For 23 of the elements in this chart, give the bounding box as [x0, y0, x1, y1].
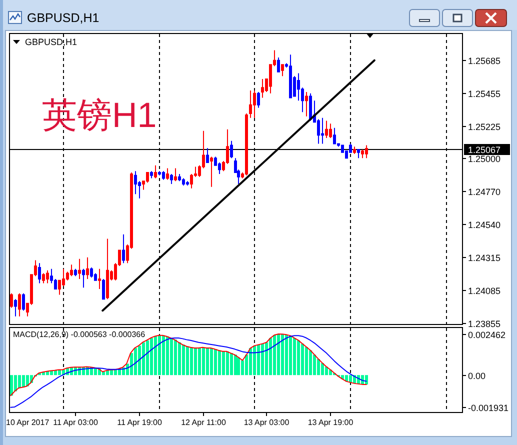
y-tick-label: 1.25000 — [468, 154, 501, 164]
chart-subtitle: GBPUSD,H1 — [25, 37, 78, 47]
y-tick-label: 1.25225 — [468, 122, 501, 132]
x-tick-label: 13 Apr 19:00 — [308, 418, 354, 427]
y-tick-label: -0.001931 — [468, 402, 509, 413]
y-tick-label: 1.24770 — [468, 186, 501, 197]
chart-title: GBPUSD,H1 — [27, 11, 100, 25]
x-tick-label: 13 Apr 03:00 — [244, 418, 290, 427]
y-tick-label: 1.23855 — [468, 318, 501, 329]
y-tick-label: 1.25685 — [468, 56, 501, 66]
y-tick-label: 1.25455 — [468, 88, 501, 99]
y-tick-label: 1.24085 — [468, 286, 501, 296]
x-tick-label: 11 Apr 03:00 — [53, 418, 98, 427]
y-tick-label: 1.24315 — [468, 252, 501, 263]
y-tick-label: 0.00 — [468, 370, 486, 381]
y-tick-label: 0.002462 — [468, 330, 506, 340]
chart-title: MACD(12,26,9) -0.000563 -0.000366 — [13, 330, 146, 339]
x-tick-label: 12 Apr 11:00 — [181, 418, 226, 427]
annotation: 英镑H1 — [42, 96, 157, 135]
x-tick-label: 11 Apr 19:00 — [117, 418, 162, 427]
ref-line-label: 1.25067 — [468, 144, 501, 155]
text: 10 Apr 2017 — [6, 418, 50, 427]
y-tick-label: 1.24540 — [468, 220, 501, 230]
